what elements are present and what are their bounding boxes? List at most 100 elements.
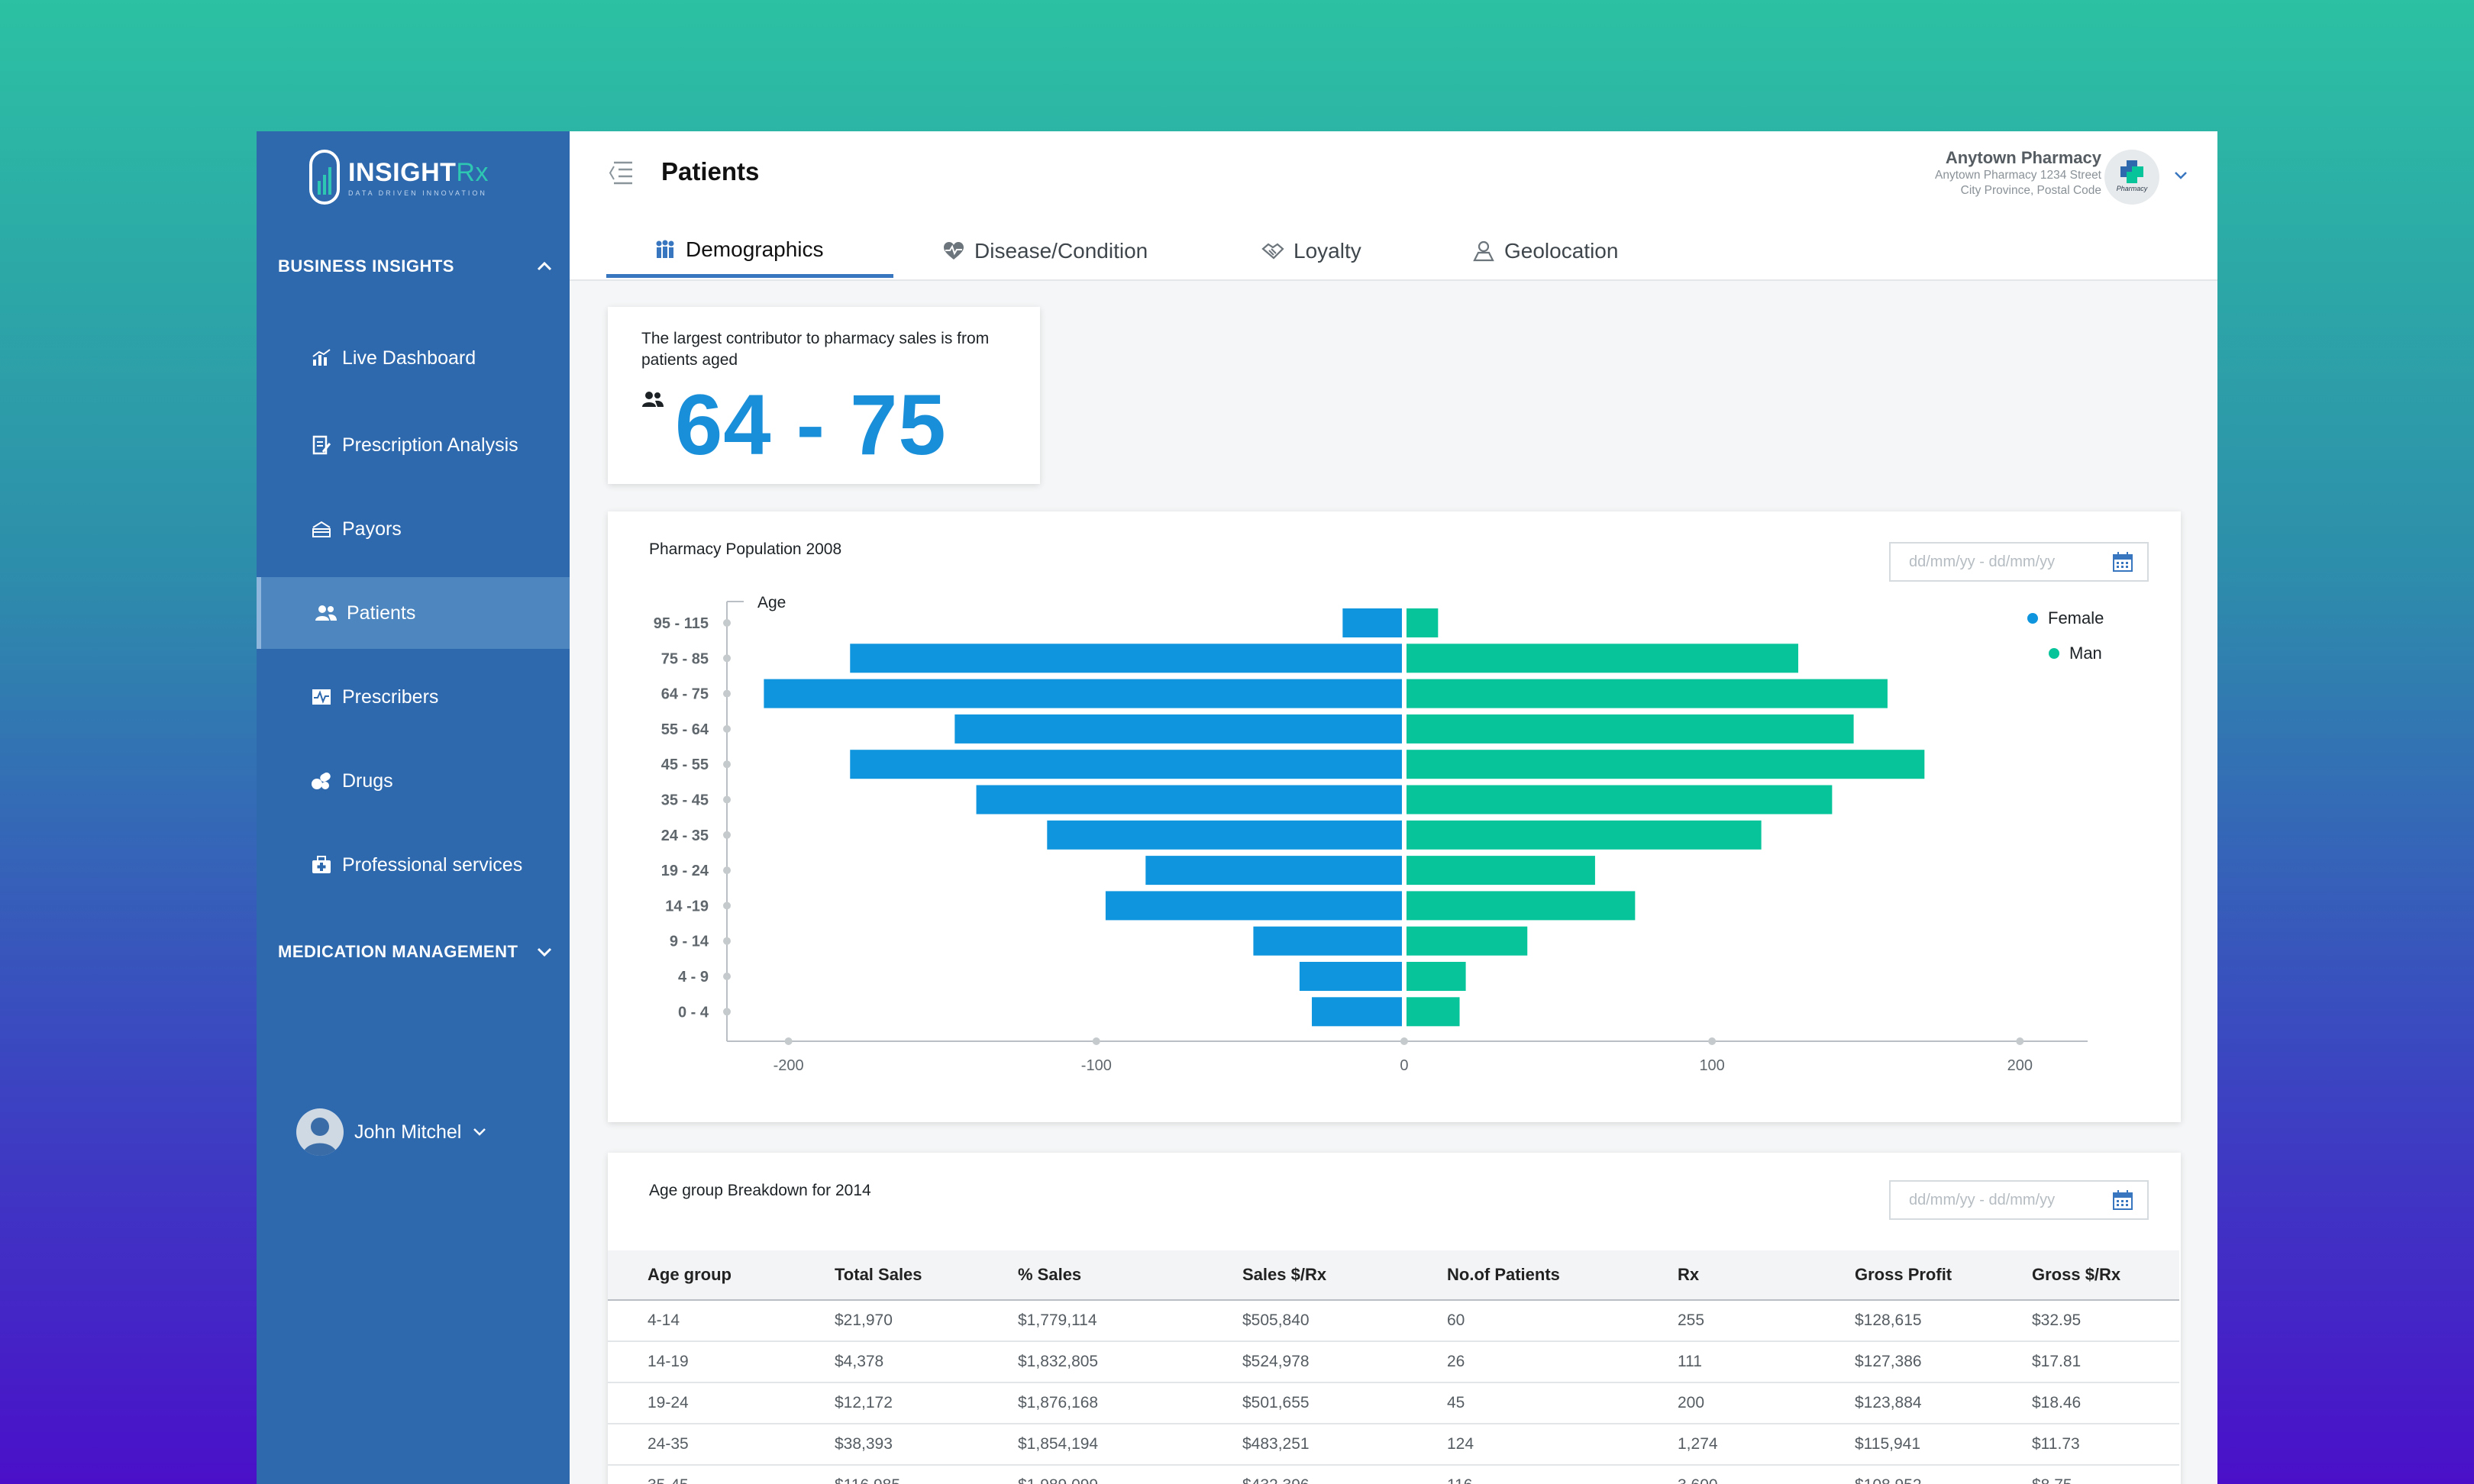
sidebar-item-professional-services[interactable]: Professional services xyxy=(257,829,570,901)
document-edit-icon xyxy=(310,434,333,456)
x-tick-label: 200 xyxy=(2007,1057,2033,1074)
sidebar-item-label: Patients xyxy=(347,602,416,624)
age-breakdown-card: Age group Breakdown for 2014 dd/mm/yy - … xyxy=(608,1153,2181,1484)
y-tick-dot xyxy=(723,654,731,663)
table-cell: $123,884 xyxy=(1855,1382,2032,1424)
sidebar-item-live-dashboard[interactable]: Live Dashboard xyxy=(257,322,570,394)
y-tick-dot xyxy=(723,973,731,980)
table-cell: $1,832,805 xyxy=(1018,1341,1242,1383)
y-tick-dot xyxy=(723,724,731,733)
x-tick-dot xyxy=(784,1037,793,1045)
table-cell: 124 xyxy=(1447,1424,1678,1466)
sidebar-item-label: Payors xyxy=(342,518,402,540)
pharmacy-logo[interactable]: Pharmacy xyxy=(2104,150,2159,205)
date-range-input[interactable]: dd/mm/yy - dd/mm/yy xyxy=(1889,542,2149,582)
population-chart-card: Pharmacy Population 2008 dd/mm/yy - dd/m… xyxy=(608,511,2181,1122)
column-header[interactable]: Sales $/Rx xyxy=(1242,1250,1447,1301)
man-bar xyxy=(1406,856,1595,886)
table-body: 4-14 $21,970 $1,779,114 $505,840 60 255 $128,6… xyxy=(608,1300,2179,1484)
table-title: Age group Breakdown for 2014 xyxy=(649,1182,871,1199)
pharmacy-info: Anytown Pharmacy Anytown Pharmacy 1234 S… xyxy=(1935,148,2101,198)
table-cell: $505,840 xyxy=(1242,1300,1447,1342)
tab-loyalty[interactable]: Loyalty xyxy=(1261,224,1361,278)
chevron-up-icon xyxy=(537,261,552,271)
top-bar: Patients Anytown Pharmacy Anytown Pharma… xyxy=(570,131,2217,281)
tab-demographics[interactable]: Demographics xyxy=(606,224,893,278)
female-bar xyxy=(976,785,1402,815)
table-cell: 26 xyxy=(1447,1341,1678,1383)
app-window: INSIGHTRx DATA DRIVEN INNOVATION BUSINES… xyxy=(257,131,2217,1484)
table-cell: $501,655 xyxy=(1242,1382,1447,1424)
people-icon xyxy=(654,238,677,261)
table-cell: 14-19 xyxy=(608,1341,835,1383)
chevron-down-icon xyxy=(537,947,552,957)
table-row[interactable]: 35-45$116,985$1,989,099$432,3961163,600$… xyxy=(608,1465,2179,1484)
sidebar-item-prescription-analysis[interactable]: Prescription Analysis xyxy=(257,409,570,481)
business-insights-toggle[interactable]: BUSINESS INSIGHTS xyxy=(278,256,553,276)
legend-label: Man xyxy=(2069,644,2102,663)
y-tick-dot xyxy=(723,619,731,627)
medication-management-toggle[interactable]: MEDICATION MANAGEMENT xyxy=(278,942,553,962)
column-header[interactable]: Gross $/Rx xyxy=(2032,1250,2179,1301)
sidebar-item-payors[interactable]: Payors xyxy=(257,493,570,565)
column-header[interactable]: % Sales xyxy=(1018,1250,1242,1301)
man-bar xyxy=(1406,997,1460,1027)
menu-collapse-icon[interactable] xyxy=(608,159,634,188)
tab-label: Demographics xyxy=(686,237,824,261)
table-cell: $483,251 xyxy=(1242,1424,1447,1466)
sidebar-item-patients[interactable]: Patients xyxy=(257,577,570,649)
column-header[interactable]: Rx xyxy=(1678,1250,1855,1301)
sidebar-item-prescribers[interactable]: Prescribers xyxy=(257,661,570,733)
chevron-down-icon[interactable] xyxy=(2172,166,2190,185)
table-cell: $32.95 xyxy=(2032,1300,2179,1342)
y-tick-label: 75 - 85 xyxy=(661,650,709,667)
chart-title: Pharmacy Population 2008 xyxy=(649,540,842,558)
female-bar xyxy=(954,714,1402,744)
date-range-placeholder: dd/mm/yy - dd/mm/yy xyxy=(1909,1191,2056,1208)
y-tick-label: 55 - 64 xyxy=(661,721,709,738)
logo-tagline: DATA DRIVEN INNOVATION xyxy=(348,189,487,197)
sidebar-item-label: Live Dashboard xyxy=(342,347,476,369)
man-bar xyxy=(1406,644,1799,673)
table-row[interactable]: 14-19 $4,378 $1,832,805 $524,978 26 111 $127,3… xyxy=(608,1341,2179,1383)
date-range-input[interactable]: dd/mm/yy - dd/mm/yy xyxy=(1889,1180,2149,1220)
table-cell: $1,854,194 xyxy=(1018,1424,1242,1466)
app-logo[interactable]: INSIGHTRx DATA DRIVEN INNOVATION xyxy=(308,145,489,209)
table-row[interactable]: 19-24 $12,172 $1,876,168 $501,655 45 200 $123,… xyxy=(608,1382,2179,1424)
column-header[interactable]: Gross Profit xyxy=(1855,1250,2032,1301)
table-cell: $1,779,114 xyxy=(1018,1300,1242,1342)
table-cell: $128,615 xyxy=(1855,1300,2032,1342)
y-axis-label: Age xyxy=(757,594,786,611)
man-bar xyxy=(1406,785,1833,815)
table-row[interactable]: 24-35 $38,393 $1,854,194 $483,251 124 1,274 $1… xyxy=(608,1424,2179,1466)
tab-disease-condition[interactable]: Disease/Condition xyxy=(942,224,1148,278)
female-bar xyxy=(1145,856,1402,886)
column-header[interactable]: Total Sales xyxy=(835,1250,1018,1301)
man-bar xyxy=(1406,820,1762,850)
y-tick-label: 24 - 35 xyxy=(661,827,709,844)
female-bar xyxy=(1342,608,1402,637)
y-tick-dot xyxy=(723,760,731,769)
female-bar xyxy=(850,750,1402,779)
column-header[interactable]: Age group xyxy=(608,1250,835,1301)
man-bar xyxy=(1406,750,1925,779)
tab-geolocation[interactable]: Geolocation xyxy=(1472,224,1618,278)
female-bar xyxy=(1299,962,1402,991)
table-cell: $38,393 xyxy=(835,1424,1018,1466)
sidebar: INSIGHTRx DATA DRIVEN INNOVATION BUSINES… xyxy=(257,131,570,1484)
x-tick-label: 0 xyxy=(1400,1057,1408,1074)
insight-text: The largest contributor to pharmacy sale… xyxy=(641,330,990,369)
y-tick-label: 64 - 75 xyxy=(661,686,709,703)
calendar-icon[interactable] xyxy=(2112,551,2133,573)
heart-pulse-icon xyxy=(942,240,965,263)
table-row[interactable]: 4-14 $21,970 $1,779,114 $505,840 60 255 $128,6… xyxy=(608,1300,2179,1342)
column-header[interactable]: No.of Patients xyxy=(1447,1250,1678,1301)
user-menu[interactable]: John Mitchel xyxy=(296,1108,487,1156)
calendar-icon[interactable] xyxy=(2112,1189,2133,1211)
table-cell: $1,876,168 xyxy=(1018,1382,1242,1424)
avatar xyxy=(296,1108,344,1156)
sidebar-item-drugs[interactable]: Drugs xyxy=(257,745,570,817)
table-cell: $12,172 xyxy=(835,1382,1018,1424)
table-cell: 116 xyxy=(1447,1465,1678,1484)
y-tick-label: 45 - 55 xyxy=(661,757,709,773)
